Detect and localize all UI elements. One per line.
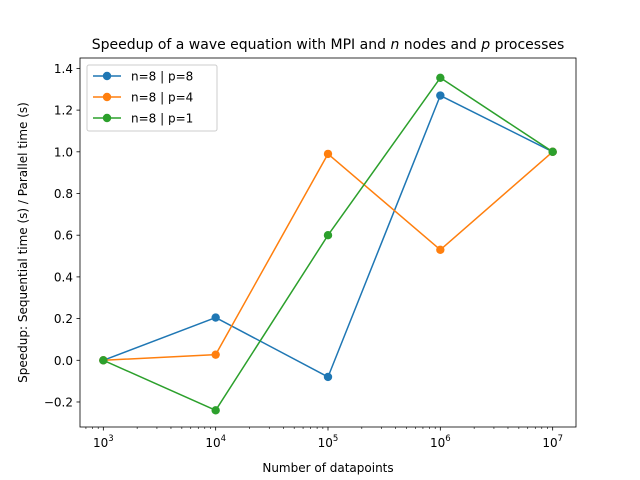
data-point [436,73,445,83]
data-point [436,91,445,100]
legend-marker [102,92,112,102]
y-tick-label: 1.2 [54,104,73,118]
y-tick-label: 1.0 [54,145,73,159]
x-tick-label: 106 [430,434,451,450]
data-point [436,245,445,254]
y-tick-label: 0.2 [54,312,73,326]
legend-marker [102,113,112,123]
data-point [548,147,557,157]
x-tick-label: 107 [542,434,563,450]
y-axis: −0.2 0.0 0.2 0.4 0.6 0.8 1.0 1.2 1.4 [44,62,80,409]
x-axis-label: Number of datapoints [262,461,393,475]
y-tick-label: −0.2 [44,395,73,409]
data-point [211,406,220,415]
y-tick-label: 1.4 [54,62,73,76]
y-tick-label: 0.6 [54,229,73,243]
legend-label: n=8 | p=8 [131,70,193,84]
legend: n=8 | p=8 n=8 | p=4 n=8 | p=1 [86,64,218,132]
data-point [211,350,220,359]
legend-box [86,64,218,132]
plot-area [99,73,557,415]
data-point [99,356,108,365]
series-line [103,151,554,362]
legend-label: n=8 | p=4 [131,91,193,105]
legend-marker [102,71,112,81]
x-tick-label: 105 [318,434,339,450]
legend-label: n=8 | p=1 [131,112,193,126]
data-point [323,231,333,240]
y-tick-label: 0.0 [54,354,73,368]
data-point [323,372,333,382]
x-tick-label: 104 [205,434,226,450]
data-point [211,313,220,322]
x-axis: 103 104 105 106 107 [85,427,563,450]
data-point [323,149,333,159]
y-axis-label: Speedup: Sequential time (s) / Parallel … [16,102,30,383]
chart-title: Speedup of a wave equation with MPI and … [92,37,565,53]
x-tick-label: 103 [93,434,114,450]
y-tick-label: 0.4 [54,270,73,284]
y-tick-label: 0.8 [54,187,73,201]
